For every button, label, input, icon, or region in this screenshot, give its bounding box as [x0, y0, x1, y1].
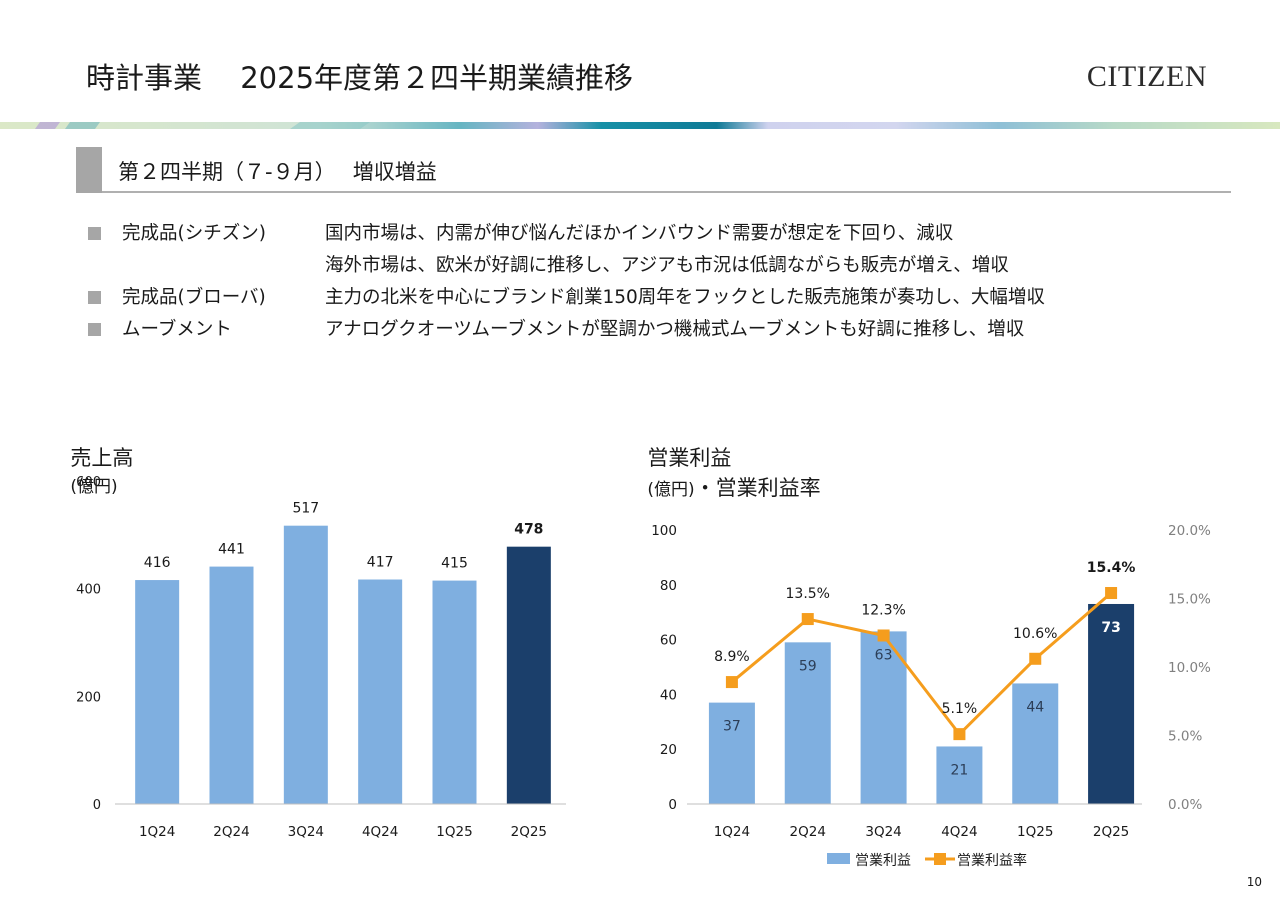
sales-y-tick-label: 0: [93, 798, 101, 813]
profit-bar-value-label: 37: [723, 719, 741, 735]
page-number: 10: [1246, 875, 1262, 889]
profit-margin-value-label: 5.1%: [942, 701, 978, 717]
sales-bar-value-label: 478: [514, 522, 543, 538]
sales-bar-value-label: 417: [367, 555, 394, 571]
citizen-logo: CITIZEN: [1086, 60, 1207, 93]
profit-margin-line: [730, 591, 1113, 736]
sales-bar-1q25: [432, 580, 477, 804]
bullet-text: アナログクオーツムーブメントが堅調かつ機械式ムーブメントも好調に推移し、増収: [325, 319, 1025, 340]
profit-y-right-tick-label: 10.0%: [1168, 660, 1211, 676]
sales-x-tick-label: 2Q24: [213, 824, 249, 840]
sales-x-tick-label: 3Q24: [288, 824, 324, 840]
sales-bar-value-label: 517: [292, 501, 319, 517]
profit-margin-value-label: 8.9%: [714, 649, 750, 665]
profit-x-tick-label: 2Q25: [1093, 824, 1129, 840]
profit-margin-marker-3q24: [877, 629, 890, 642]
profit-y-right-tick-label: 5.0%: [1168, 729, 1202, 745]
profit-bar-2q25: [1088, 603, 1135, 804]
profit-bar-4q24: [936, 746, 983, 804]
legend-line-marker-icon: [934, 853, 946, 865]
sales-bar-1q24: [135, 580, 180, 804]
legend-bar-swatch-icon: [827, 853, 850, 864]
sales-x-tick-label: 2Q25: [511, 824, 547, 840]
sales-bar-value-label: 415: [441, 556, 468, 572]
profit-margin-marker-2q24: [801, 613, 814, 626]
legend-bar-label: 営業利益: [855, 853, 911, 869]
profit-margin-marker-4q24: [953, 728, 966, 741]
page-title: 時計事業 2025年度第２四半期業績推移: [86, 61, 634, 95]
profit-y-left-tick-label: 40: [660, 687, 677, 703]
sales-y-tick-label: 200: [76, 690, 101, 705]
profit-bar-2q24: [784, 642, 831, 804]
profit-y-left-tick-label: 80: [660, 578, 677, 594]
profit-bar-value-label: 44: [1026, 699, 1044, 715]
sales-bar-value-label: 416: [144, 555, 171, 571]
sales-chart-title-main: 売上高: [70, 446, 134, 470]
profit-x-tick-label: 4Q24: [941, 824, 977, 840]
profit-margin-value-label: 12.3%: [861, 602, 905, 618]
bullet-label: ムーブメント: [122, 319, 232, 340]
bullet-square-icon: [88, 291, 101, 304]
bullet-text: 主力の北米を中心にブランド創業150周年をフックとした販売施策が奏功し、大幅増収: [325, 287, 1045, 308]
bullet-label: 完成品(シチズン): [122, 223, 266, 244]
profit-y-left-tick-label: 100: [651, 523, 677, 539]
profit-bar-1q25: [1012, 683, 1059, 804]
bullet-text: 海外市場は、欧米が好調に推移し、アジアも市況は低調ながらも販売が増え、増収: [325, 255, 1009, 276]
profit-bar-3q24: [860, 631, 907, 804]
profit-bar-value-label: 63: [875, 647, 893, 663]
profit-y-left-tick-label: 20: [660, 742, 677, 758]
decorative-color-band: [0, 122, 1280, 129]
profit-margin-marker-1q25: [1029, 652, 1042, 665]
profit-x-tick-label: 1Q24: [714, 824, 750, 840]
profit-y-left-tick-label: 60: [660, 633, 677, 649]
profit-bar-value-label: 73: [1101, 620, 1120, 636]
profit-margin-value-label: 10.6%: [1013, 626, 1057, 642]
bullet-text: 国内市場は、内需が伸び悩んだほかインバウンド需要が想定を下回り、減収: [325, 223, 954, 244]
profit-margin-marker-2q25: [1105, 587, 1118, 600]
sales-bar-4q24: [358, 579, 403, 804]
sales-x-tick-label: 1Q24: [139, 824, 175, 840]
profit-y-right-tick-label: 20.0%: [1168, 523, 1211, 539]
section-title: 第２四半期（７-９月） 増収増益: [118, 160, 437, 184]
profit-y-right-tick-label: 15.0%: [1168, 592, 1211, 608]
profit-x-tick-label: 1Q25: [1017, 824, 1053, 840]
profit-chart-title-main: 営業利益: [647, 446, 732, 470]
sales-chart-title: 売上高 (億円): [57, 418, 133, 497]
profit-margin-marker-1q24: [725, 676, 738, 689]
sales-y-tick-label: 400: [76, 583, 101, 598]
bullet-label: 完成品(ブローバ): [122, 287, 266, 308]
profit-margin-value-label: 15.4%: [1087, 560, 1136, 576]
profit-bar-1q24: [708, 702, 755, 804]
section-marker: [76, 147, 102, 193]
legend-line-label: 営業利益率: [957, 852, 1027, 869]
sales-bar-value-label: 441: [218, 542, 245, 558]
profit-chart-title-unit: (億円): [647, 480, 695, 500]
profit-x-tick-label: 2Q24: [790, 824, 826, 840]
bullet-square-icon: [88, 323, 101, 336]
profit-y-right-tick-label: 0.0%: [1168, 797, 1202, 813]
profit-y-left-tick-label: 0: [668, 797, 677, 813]
sales-y-tick-label: 600: [76, 475, 101, 490]
profit-bar-value-label: 59: [799, 658, 817, 674]
sales-chart-title-unit: (億円): [70, 477, 118, 497]
sales-bar-3q24: [283, 525, 328, 804]
profit-margin-value-label: 13.5%: [786, 586, 830, 602]
sales-x-tick-label: 4Q24: [362, 824, 398, 840]
profit-bar-value-label: 21: [951, 762, 969, 778]
sales-x-tick-label: 1Q25: [436, 824, 472, 840]
sales-bar-2q24: [209, 566, 254, 804]
profit-chart-title-suffix: ・営業利益率: [694, 476, 821, 500]
sales-bar-2q25: [506, 546, 551, 804]
profit-chart-title: 営業利益 (億円)・営業利益率: [634, 418, 821, 502]
bullet-square-icon: [88, 227, 101, 240]
profit-x-tick-label: 3Q24: [865, 824, 901, 840]
section-header: 第２四半期（７-９月） 増収増益: [76, 147, 1231, 193]
